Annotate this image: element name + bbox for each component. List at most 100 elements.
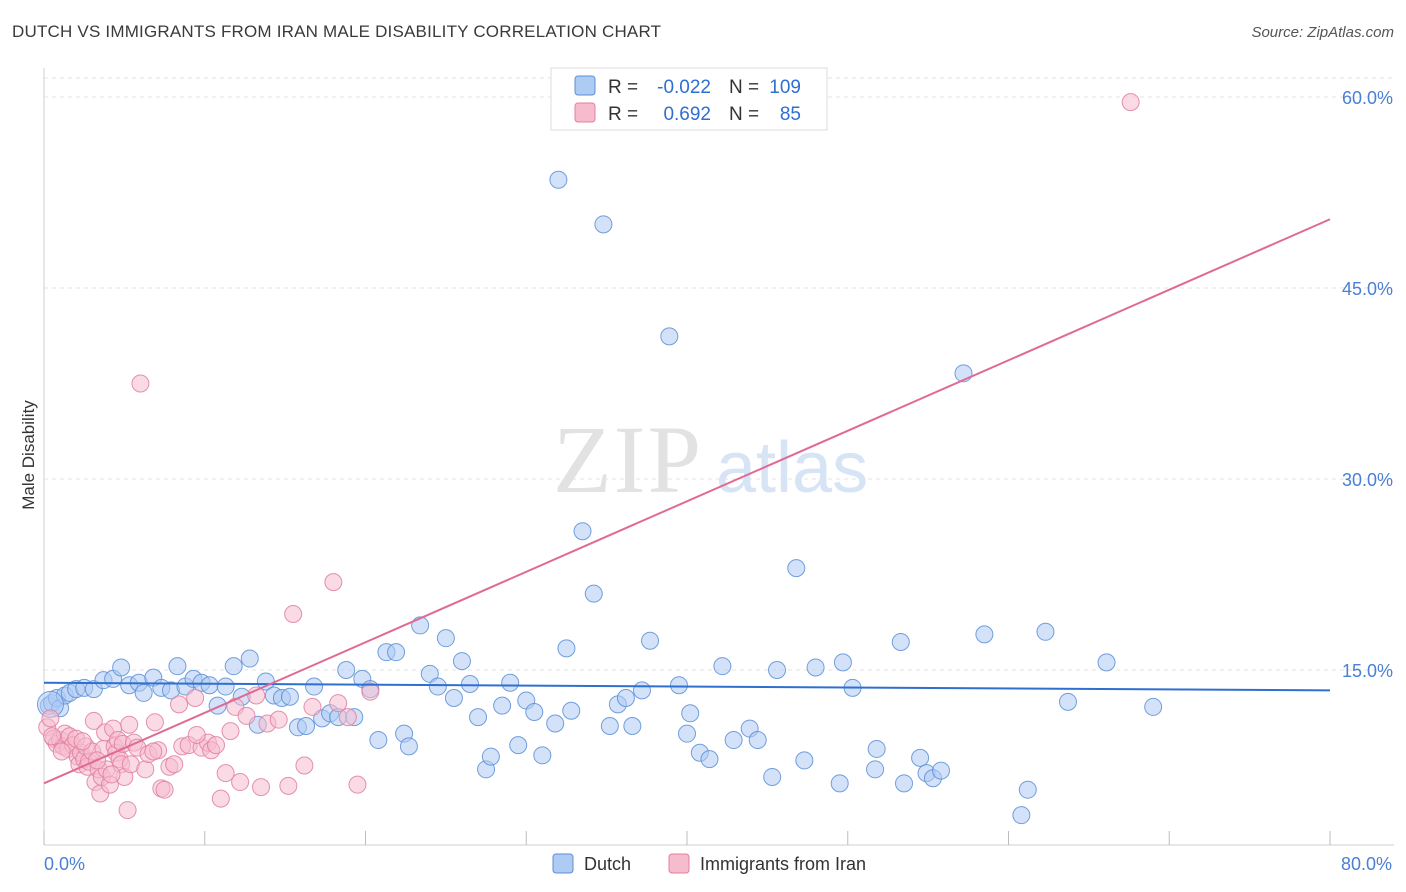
dutch-point (280, 687, 299, 706)
iran-point (170, 695, 189, 714)
dutch-point (112, 658, 131, 677)
dutch-point (399, 737, 418, 756)
dutch-point (562, 701, 581, 720)
legend-n-label-iran: N = (729, 104, 759, 125)
dutch-point (481, 747, 500, 766)
dutch-point (768, 661, 787, 679)
dutch-point (1058, 692, 1077, 711)
dutch-point (748, 731, 767, 750)
dutch-point (297, 717, 316, 736)
y-tick-label-45: 45.0% (1342, 279, 1393, 299)
dutch-point (584, 584, 603, 603)
dutch-point (600, 717, 619, 736)
iran-point (120, 715, 139, 734)
dutch-point (168, 657, 187, 676)
dutch-point (337, 661, 356, 679)
iran-point (84, 711, 103, 730)
iran-point (324, 573, 343, 592)
legend-r-label-iran: R = (608, 104, 638, 125)
iran-point (43, 727, 62, 746)
watermark-atlas: atlas (716, 428, 868, 508)
dutch-point (216, 677, 235, 696)
grid-lines (44, 77, 1394, 671)
dutch-point (469, 708, 488, 727)
iran-point (269, 710, 288, 729)
dutch-point (452, 652, 471, 671)
legend-r-value-iran: 0.692 (663, 104, 711, 125)
iran-point (279, 776, 298, 795)
legend-bottom-swatch-dutch (552, 853, 574, 874)
trend-lines (43, 218, 1331, 785)
iran-point (118, 801, 137, 820)
iran-point (1121, 93, 1140, 112)
dutch-trend-line (43, 681, 1331, 692)
dutch-point (428, 677, 447, 696)
iran-point (165, 755, 184, 774)
dutch-point (632, 681, 651, 700)
legend-swatch-iran (574, 102, 596, 123)
iran-point (231, 773, 250, 792)
dutch-point (830, 774, 849, 793)
legend-bottom-swatch-iran (668, 853, 690, 874)
dutch-point (533, 746, 552, 765)
x-tick-label-min: 0.0% (44, 854, 85, 874)
dutch-point (763, 767, 782, 786)
iran-point (136, 760, 155, 779)
dutch-point (305, 677, 324, 696)
chart-title: DUTCH VS IMMIGRANTS FROM IRAN MALE DISAB… (12, 22, 662, 41)
legend-r-label-dutch: R = (608, 77, 638, 98)
dutch-point (224, 657, 243, 676)
dutch-point (240, 649, 259, 668)
dutch-point (1012, 806, 1031, 825)
dutch-point (895, 774, 914, 793)
iran-point (211, 789, 230, 808)
dutch-point (1036, 622, 1055, 641)
dutch-point (866, 760, 885, 779)
iran-point (145, 713, 164, 732)
iran-point (73, 732, 92, 751)
iran-point (284, 604, 303, 623)
iran-point (329, 694, 348, 713)
dutch-point (509, 736, 528, 755)
iran-point (216, 764, 235, 783)
legend-bottom-label-iran: Immigrants from Iran (700, 854, 866, 874)
legend-n-label-dutch: N = (729, 77, 759, 98)
dutch-point (724, 731, 743, 750)
x-tick-label-max: 80.0% (1341, 854, 1392, 874)
dutch-point (833, 653, 852, 672)
dutch-point (641, 631, 660, 650)
dutch-point (420, 664, 439, 683)
dutch-point (616, 689, 635, 708)
chart-source: Source: ZipAtlas.com (1251, 24, 1394, 41)
iran-point (144, 742, 163, 761)
y-axis-label: Male Disability (19, 400, 38, 510)
legend-bottom: Dutch Immigrants from Iran (552, 853, 866, 874)
dutch-point (669, 676, 688, 695)
iran-point (303, 697, 322, 716)
iran-point (41, 709, 60, 728)
dutch-point (549, 170, 568, 189)
dutch-point (525, 703, 544, 722)
legend-n-value-dutch: 109 (769, 77, 801, 98)
legend-bottom-label-dutch: Dutch (584, 854, 631, 874)
iran-point (186, 689, 205, 708)
dutch-point (787, 559, 806, 578)
iran-point (348, 775, 367, 794)
dutch-point (369, 731, 388, 750)
dutch-point (931, 761, 950, 780)
dutch-point (623, 717, 642, 736)
dutch-point (134, 683, 153, 702)
dutch-point (681, 704, 700, 723)
dutch-point (700, 750, 719, 769)
dutch-point (1018, 780, 1037, 799)
iran-point (295, 756, 314, 775)
iran-point (187, 725, 206, 744)
dutch-point (436, 629, 455, 648)
y-axis-tick-labels: 15.0% 30.0% 45.0% 60.0% (1342, 88, 1393, 681)
dutch-point (200, 676, 219, 695)
dutch-point (678, 724, 696, 743)
legend-top: R = -0.022 N = 109 R = 0.692 N = 85 (550, 67, 828, 131)
dutch-point (546, 714, 565, 733)
watermark: ZIP atlas (553, 406, 868, 513)
